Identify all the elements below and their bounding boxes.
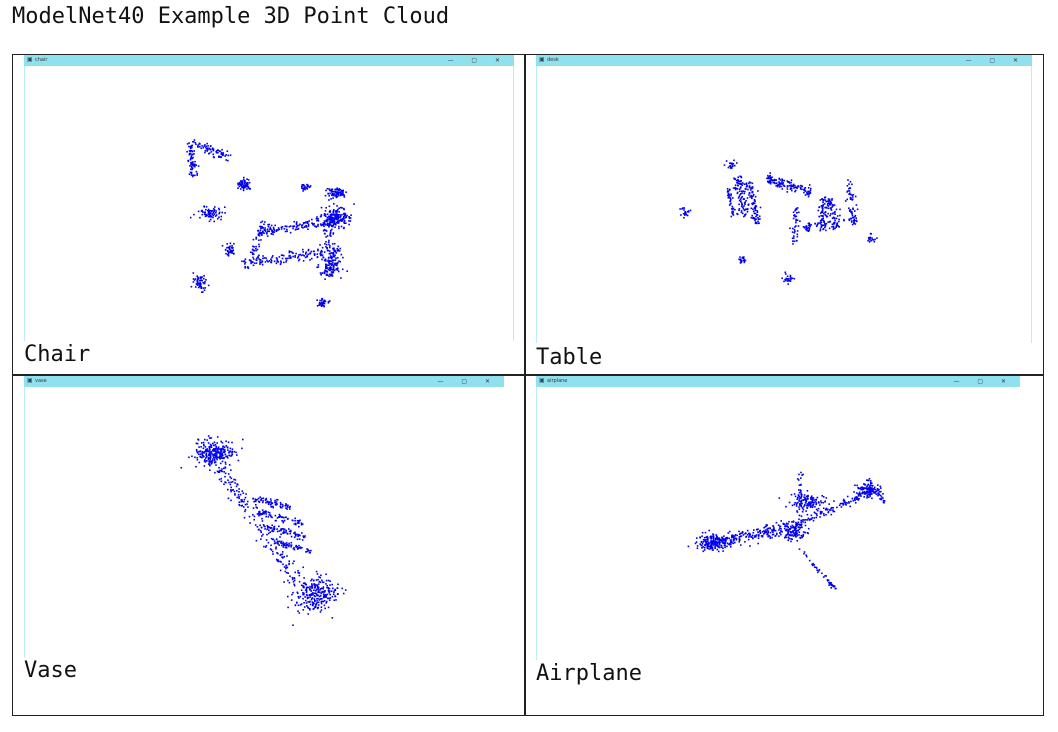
point-cloud-vase (180, 435, 347, 626)
window-title: desk (547, 57, 559, 63)
window-titlebar[interactable]: ▣ airplane — ▢ ✕ (536, 376, 1020, 387)
viewer-window-airplane: ▣ airplane — ▢ ✕ (536, 376, 1020, 660)
window-titlebar[interactable]: ▣ vase — ▢ ✕ (24, 376, 504, 387)
window-titlebar[interactable]: ▣ chair — ▢ ✕ (24, 55, 514, 66)
window-titlebar[interactable]: ▣ desk — ▢ ✕ (536, 55, 1032, 66)
window-left-edge (536, 387, 537, 660)
window-title: vase (35, 378, 47, 384)
grid-divider-horizontal (12, 374, 1044, 376)
app-icon: ▣ (27, 377, 33, 384)
viewer-window-table: ▣ desk — ▢ ✕ (536, 55, 1032, 343)
viewer-window-vase: ▣ vase — ▢ ✕ (24, 376, 504, 658)
window-controls[interactable]: — ▢ ✕ (953, 378, 1014, 385)
point-cloud-airplane (687, 471, 886, 590)
figure-grid (12, 54, 1044, 716)
page-title: ModelNet40 Example 3D Point Cloud (12, 4, 450, 29)
app-icon: ▣ (27, 56, 33, 63)
viewer-window-chair: ▣ chair — ▢ ✕ (24, 55, 514, 341)
grid-divider-vertical (524, 54, 526, 716)
window-title: airplane (547, 378, 568, 384)
window-right-edge (1031, 66, 1032, 343)
window-left-edge (24, 387, 25, 658)
panel-label-table: Table (536, 345, 603, 370)
window-controls[interactable]: — ▢ ✕ (965, 57, 1026, 64)
window-right-edge (513, 66, 514, 341)
app-icon: ▣ (539, 56, 545, 63)
point-cloud-table (679, 159, 878, 285)
window-title: chair (35, 57, 48, 63)
window-left-edge (24, 66, 25, 341)
window-left-edge (536, 66, 537, 343)
panel-label-vase: Vase (24, 658, 77, 683)
window-controls[interactable]: — ▢ ✕ (447, 57, 508, 64)
panel-label-airplane: Airplane (536, 661, 642, 686)
point-cloud-chair (186, 139, 355, 308)
app-icon: ▣ (539, 377, 545, 384)
window-controls[interactable]: — ▢ ✕ (437, 378, 498, 385)
panel-label-chair: Chair (24, 342, 91, 367)
